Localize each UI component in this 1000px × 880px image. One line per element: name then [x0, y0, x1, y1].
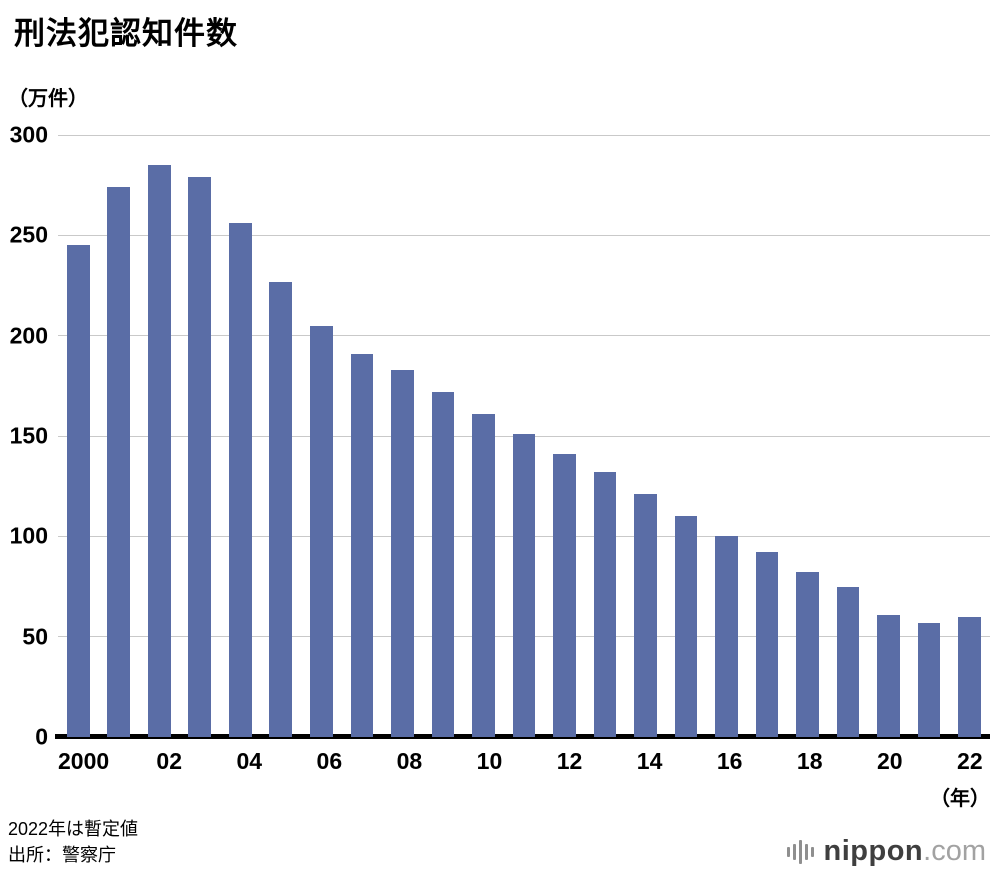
- bar-slot: [342, 135, 383, 737]
- bar-slot: [463, 135, 504, 737]
- bar-slot: [747, 135, 788, 737]
- bar-slot: [220, 135, 261, 737]
- x-tick-label: [590, 748, 630, 775]
- bar-slot: [868, 135, 909, 737]
- logo-name-text: nippon: [823, 835, 924, 867]
- x-tick-label: 20: [876, 748, 903, 774]
- bar-2021: [917, 622, 941, 737]
- y-axis-unit-label: （万件）: [8, 88, 88, 110]
- bar-2005: [269, 281, 293, 737]
- bar-slot: [625, 135, 666, 737]
- y-tick-label: 150: [9, 422, 48, 449]
- bar-2019: [836, 586, 860, 737]
- bar-2000: [66, 245, 90, 737]
- x-tick-label: 14: [636, 748, 663, 774]
- x-tick-label: 16: [716, 748, 743, 774]
- bar-2001: [107, 187, 131, 737]
- gridline: [58, 234, 990, 236]
- bar-slot: [180, 135, 221, 737]
- logo-tld-text: .com: [923, 835, 986, 867]
- bar-slot: [787, 135, 828, 737]
- x-tick-label: [109, 748, 149, 775]
- x-tick-label: 2000: [58, 748, 110, 774]
- x-tick-label: [509, 748, 549, 775]
- bar-slot: [58, 135, 99, 737]
- bar-2020: [877, 614, 900, 737]
- bar-2018: [796, 572, 819, 737]
- x-tick-label: [670, 748, 710, 775]
- y-tick-label: 50: [22, 623, 48, 650]
- bar-slot: [585, 135, 626, 737]
- bar-chart-plot-area: [55, 134, 990, 739]
- gridline: [58, 134, 990, 136]
- bar-2022: [958, 616, 981, 737]
- footer-notes: 2022年は暫定値 出所：警察庁: [8, 816, 138, 868]
- x-tick-label: [429, 748, 469, 775]
- y-axis-tick-labels: 0 50 100 150 200 250 300: [0, 123, 48, 748]
- bar-2007: [350, 353, 374, 737]
- footnote-preliminary: 2022年は暫定値: [8, 819, 139, 839]
- nippon-logo-text: nippon.com: [824, 835, 986, 868]
- x-tick-label: 10: [476, 748, 503, 774]
- x-tick-label: 08: [396, 748, 423, 774]
- nippon-logo-icon: [786, 839, 814, 865]
- bar-slot: [301, 135, 342, 737]
- x-axis-unit-label: （年）: [930, 788, 990, 810]
- bar-slot: [949, 135, 990, 737]
- bar-2010: [472, 413, 495, 737]
- bar-slot: [666, 135, 707, 737]
- chart-title: 刑法犯認知件数: [14, 16, 238, 51]
- y-tick-label: 250: [9, 221, 48, 248]
- y-tick-label: 300: [9, 121, 48, 148]
- x-tick-label: [189, 748, 229, 775]
- x-tick-label: 18: [796, 748, 823, 774]
- bar-2002: [147, 165, 171, 737]
- bar-slot: [99, 135, 140, 737]
- x-tick-label: [269, 748, 309, 775]
- bar-2003: [188, 177, 212, 737]
- x-tick-label: 06: [316, 748, 343, 774]
- x-tick-label: [750, 748, 790, 775]
- bar-slot: [382, 135, 423, 737]
- nippon-logo: nippon.com: [786, 835, 986, 868]
- y-tick-label: 100: [9, 522, 48, 549]
- bar-2017: [755, 552, 779, 737]
- x-tick-label: 12: [556, 748, 583, 774]
- bar-slot: [139, 135, 180, 737]
- bar-slot: [544, 135, 585, 737]
- bar-2011: [512, 434, 536, 737]
- bar-slot: [423, 135, 464, 737]
- x-tick-label: 04: [236, 748, 263, 774]
- bar-2015: [674, 516, 698, 737]
- x-tick-label: 22: [957, 748, 983, 774]
- bar-2009: [431, 391, 455, 737]
- x-axis-tick-labels: 2000 02 04 06 08 10 12 14 16 18 20 22: [58, 748, 990, 775]
- x-tick-label: 02: [156, 748, 183, 774]
- source-note: 出所：警察庁: [8, 845, 116, 866]
- bar-slot: [909, 135, 950, 737]
- bar-2004: [228, 223, 252, 737]
- x-tick-label: [910, 748, 950, 775]
- bar-slot: [828, 135, 869, 737]
- y-tick-label: 200: [9, 322, 48, 349]
- bar-2013: [593, 472, 617, 737]
- gridline: [58, 335, 990, 337]
- bar-2014: [634, 494, 657, 737]
- x-tick-label: [349, 748, 389, 775]
- bar-2012: [553, 454, 576, 737]
- bar-series: [58, 135, 990, 737]
- x-tick-label: [830, 748, 870, 775]
- bar-2008: [391, 369, 414, 737]
- bar-slot: [504, 135, 545, 737]
- y-tick-label: 0: [35, 723, 48, 750]
- bar-2006: [310, 325, 333, 737]
- bar-2016: [715, 536, 738, 737]
- bar-slot: [261, 135, 302, 737]
- bar-slot: [706, 135, 747, 737]
